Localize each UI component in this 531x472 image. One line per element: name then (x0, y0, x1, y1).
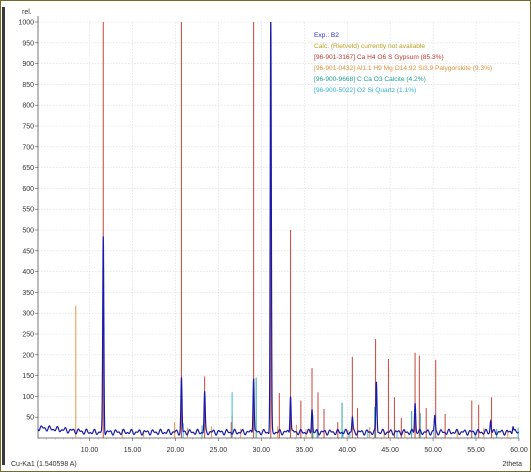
x-tick-label: 35.00 (296, 447, 314, 454)
y-tick-label: 750 (22, 124, 34, 131)
x-tick-label: 15.00 (124, 447, 142, 454)
legend-entry: [96-900-5022] O2 Si Quartz (1.1%) (314, 87, 416, 94)
legend-entry: [96-901-0432] Al1.1 H9 Mg O14.92 Si3.9 P… (314, 65, 492, 72)
y-tick-label: 950 (22, 40, 34, 47)
y-tick-label: 700 (22, 144, 34, 151)
y-tick-label: 900 (22, 61, 34, 68)
y-tick-label: 550 (22, 207, 34, 214)
x-tick-label: 50.00 (424, 447, 442, 454)
y-tick-label: 500 (22, 228, 34, 235)
x-axis-label: 2theta (503, 461, 523, 468)
window-left-bar (2, 7, 5, 465)
y-tick-label: 450 (22, 248, 34, 255)
legend-entry: [96-900-9668] C Ca O3 Calcite (4.2%) (314, 76, 426, 83)
legend-entry: [96-901-3167] Ca H4 O6 S Gypsum (85.3%) (314, 54, 444, 61)
axes-layer: 50 100 150 200 250 300 350 400 450 500 550 600 650 70… (18, 16, 528, 454)
legend: Exp.: B2 Calc. (Rietveld) currently not a… (314, 32, 492, 94)
y-tick-label: 800 (22, 103, 34, 110)
y-tick-label: 150 (22, 373, 34, 380)
x-tick-label: 40.00 (338, 447, 356, 454)
y-tick-label: 50 (26, 415, 34, 422)
x-tick-label: 25.00 (210, 447, 228, 454)
wavelength-footer: Cu-Ka1 (1.540598 A) (11, 461, 77, 468)
y-tick-label: 400 (22, 269, 34, 276)
legend-entry: Exp.: B2 (314, 32, 339, 39)
y-tick-label: 1000 (18, 20, 34, 27)
y-tick-label: 250 (22, 332, 34, 339)
experimental-profile-line (37, 21, 520, 436)
y-tick-label: 850 (22, 82, 34, 89)
y-tick-label: 200 (22, 352, 34, 359)
x-tick-label: 60.00 (510, 447, 528, 454)
y-tick-label: 100 (22, 394, 34, 401)
x-tick-label: 55.00 (467, 447, 485, 454)
x-tick-label: 20.00 (167, 447, 185, 454)
x-tick-label: 10.00 (81, 447, 99, 454)
legend-entry: Calc. (Rietveld) currently not available (314, 43, 425, 50)
y-tick-label: 600 (22, 186, 34, 193)
grid-layer (38, 21, 520, 438)
x-tick-label: 30.00 (253, 447, 271, 454)
series-layer (37, 21, 520, 438)
x-tick-label: 45.00 (381, 447, 399, 454)
y-axis-label: rel. (22, 9, 32, 16)
y-tick-label: 650 (22, 165, 34, 172)
y-tick-label: 350 (22, 290, 34, 297)
y-tick-label: 300 (22, 311, 34, 318)
